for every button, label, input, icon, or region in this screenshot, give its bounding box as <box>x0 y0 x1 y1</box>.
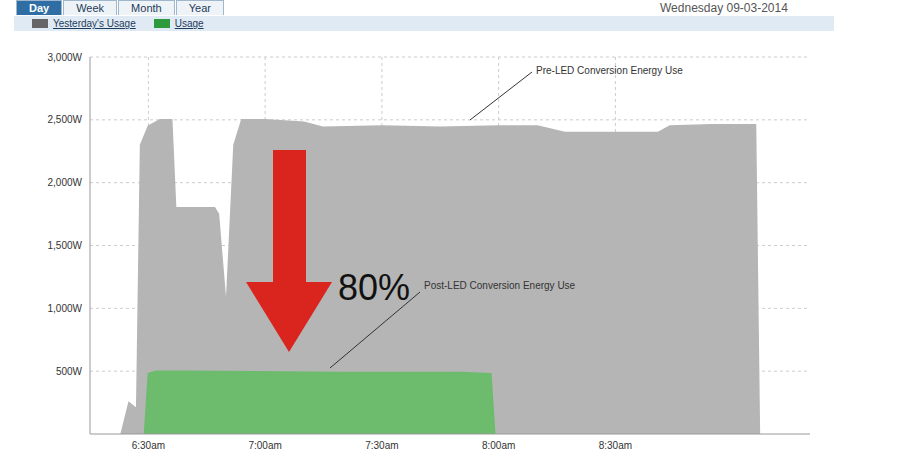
html-text:Usage: Usage <box>174 18 204 29</box>
svg-text:8:00am: 8:00am <box>482 440 515 451</box>
svg-text:7:00am: 7:00am <box>248 440 281 451</box>
html-text:Wednesday 09-03-2014: Wednesday 09-03-2014 <box>660 1 788 15</box>
svg-text:8:30am: 8:30am <box>599 440 632 451</box>
svg-text:Pre-LED Conversion Energy Use: Pre-LED Conversion Energy Use <box>536 65 683 76</box>
svg-text:2,000W: 2,000W <box>48 177 83 188</box>
html-text:Week: Week <box>76 2 105 14</box>
svg-text:3,000W: 3,000W <box>48 52 83 63</box>
html-text:Year: Year <box>188 2 211 14</box>
svg-text:500W: 500W <box>56 366 83 377</box>
svg-text:6:30am: 6:30am <box>132 440 165 451</box>
svg-text:7:30am: 7:30am <box>365 440 398 451</box>
svg-text:1,000W: 1,000W <box>48 303 83 314</box>
svg-text:2,500W: 2,500W <box>48 114 83 125</box>
svg-text:80%: 80% <box>338 267 410 308</box>
html-text:Day: Day <box>29 2 50 14</box>
html-text:Yesterday's Usage: Yesterday's Usage <box>53 18 136 29</box>
svg-text:1,500W: 1,500W <box>48 240 83 251</box>
svg-text:Post-LED Conversion Energy Use: Post-LED Conversion Energy Use <box>424 280 576 291</box>
html-text:Month: Month <box>131 2 162 14</box>
